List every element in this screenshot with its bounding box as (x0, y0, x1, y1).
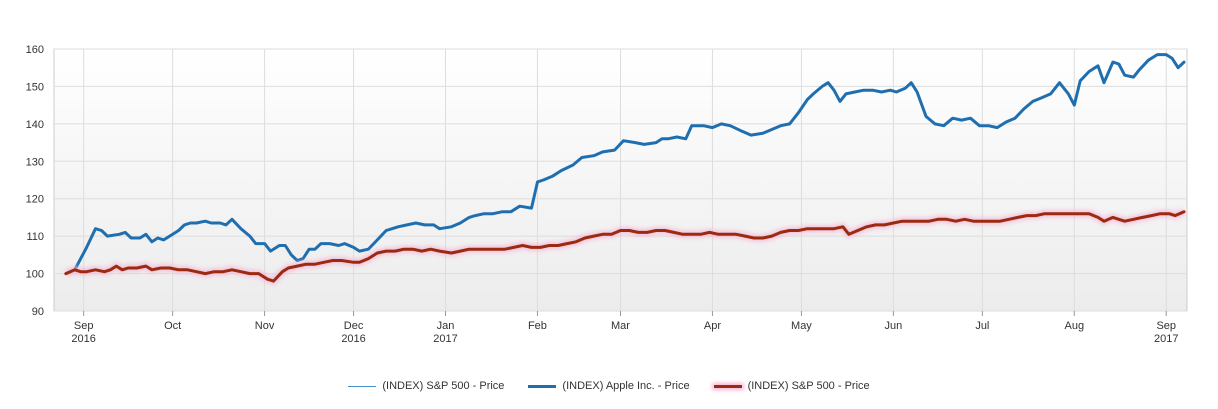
x-tick-label: Jul (975, 320, 989, 332)
legend-item-2[interactable]: (INDEX) S&P 500 - Price (713, 380, 870, 392)
y-tick-label: 100 (26, 269, 44, 281)
legend-item-0[interactable]: (INDEX) S&P 500 - Price (348, 380, 504, 392)
x-tick-label: Apr (704, 320, 721, 332)
y-tick-label: 90 (32, 306, 44, 318)
x-tick-label: Nov (255, 320, 275, 332)
x-tick-year-label: 2017 (433, 333, 457, 345)
legend-swatch (528, 384, 557, 388)
legend-swatch (713, 384, 742, 388)
x-tick-label: Dec (344, 320, 364, 332)
x-tick-label: Aug (1065, 320, 1085, 332)
y-tick-label: 160 (26, 44, 44, 56)
x-tick-label: Mar (611, 320, 630, 332)
legend-item-1[interactable]: (INDEX) Apple Inc. - Price (528, 380, 690, 392)
y-tick-label: 140 (26, 119, 44, 131)
legend-label: (INDEX) S&P 500 - Price (747, 380, 870, 392)
x-tick-label: Oct (164, 320, 181, 332)
legend-swatch (348, 385, 377, 387)
legend-label: (INDEX) Apple Inc. - Price (562, 380, 690, 392)
y-tick-label: 130 (26, 156, 44, 168)
x-tick-year-label: 2017 (1154, 333, 1178, 345)
chart-legend: (INDEX) S&P 500 - Price (INDEX) Apple Inc… (0, 380, 1218, 392)
x-tick-year-label: 2016 (71, 333, 95, 345)
x-tick-year-label: 2016 (341, 333, 365, 345)
y-tick-label: 120 (26, 194, 44, 206)
x-tick-label: Jun (884, 320, 902, 332)
series-line-2 (64, 210, 1186, 283)
x-tick-label: Sep (74, 320, 94, 332)
series-line-1 (64, 53, 1186, 276)
y-tick-label: 150 (26, 81, 44, 93)
x-tick-label: Feb (528, 320, 547, 332)
x-tick-label: Sep (1156, 320, 1176, 332)
x-tick-label: Jan (437, 320, 455, 332)
x-tick-label: May (791, 320, 812, 332)
y-tick-label: 110 (26, 231, 44, 243)
legend-label: (INDEX) S&P 500 - Price (382, 380, 505, 392)
